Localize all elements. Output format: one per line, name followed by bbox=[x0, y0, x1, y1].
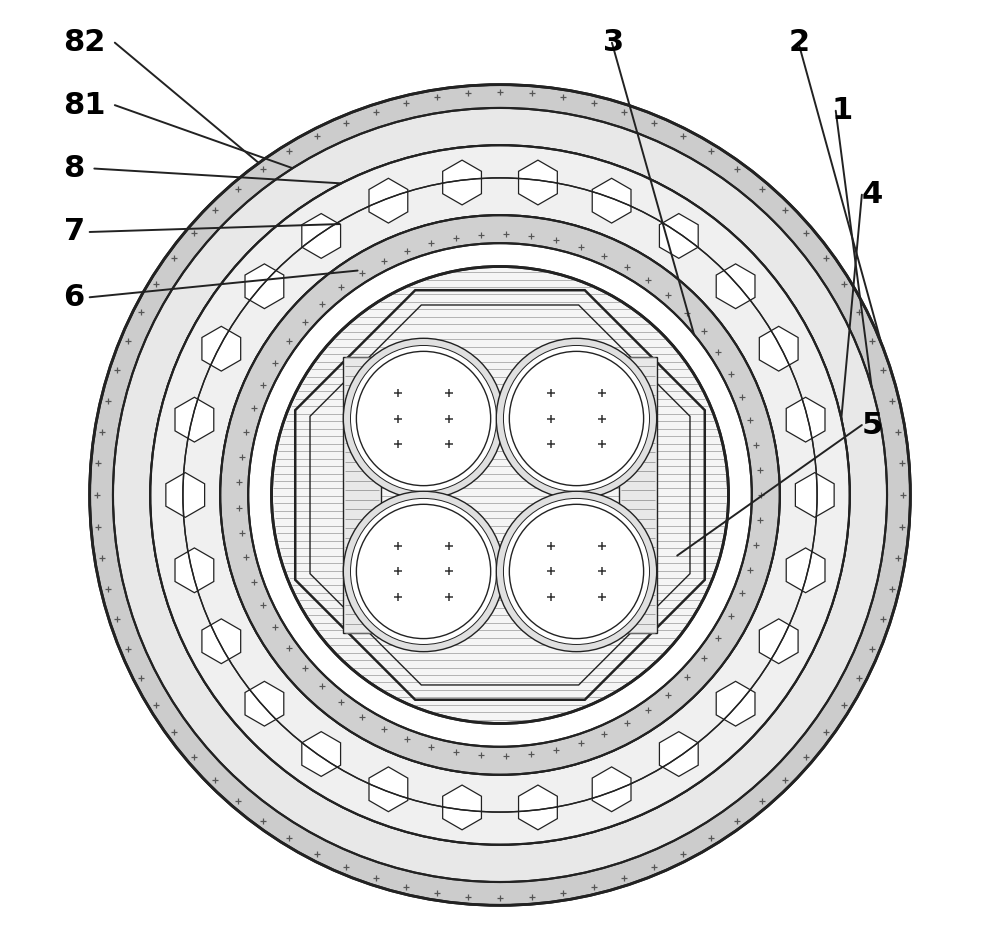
Circle shape bbox=[503, 499, 649, 644]
Polygon shape bbox=[659, 731, 698, 776]
Text: 2: 2 bbox=[789, 28, 810, 57]
Polygon shape bbox=[592, 767, 631, 812]
Circle shape bbox=[496, 491, 657, 652]
Polygon shape bbox=[245, 264, 284, 308]
Polygon shape bbox=[786, 548, 825, 593]
Text: 81: 81 bbox=[64, 91, 106, 120]
Circle shape bbox=[351, 499, 497, 644]
Circle shape bbox=[248, 243, 752, 747]
Polygon shape bbox=[245, 681, 284, 726]
Polygon shape bbox=[795, 473, 834, 517]
Circle shape bbox=[509, 504, 644, 639]
Polygon shape bbox=[659, 214, 698, 259]
Circle shape bbox=[113, 108, 887, 882]
Text: 8: 8 bbox=[64, 154, 85, 183]
Polygon shape bbox=[519, 785, 557, 829]
Polygon shape bbox=[716, 681, 755, 726]
Polygon shape bbox=[619, 357, 657, 633]
Text: 7: 7 bbox=[64, 218, 85, 247]
Polygon shape bbox=[175, 397, 214, 442]
Circle shape bbox=[343, 491, 504, 652]
Circle shape bbox=[496, 338, 657, 499]
Polygon shape bbox=[369, 767, 408, 812]
Circle shape bbox=[150, 146, 850, 844]
Polygon shape bbox=[443, 160, 481, 205]
Circle shape bbox=[356, 351, 491, 486]
Polygon shape bbox=[166, 473, 205, 517]
Polygon shape bbox=[369, 178, 408, 223]
Text: 4: 4 bbox=[862, 180, 883, 209]
Circle shape bbox=[351, 346, 497, 491]
Polygon shape bbox=[759, 326, 798, 371]
Text: 82: 82 bbox=[64, 28, 106, 57]
Polygon shape bbox=[302, 731, 341, 776]
Circle shape bbox=[343, 338, 504, 499]
Polygon shape bbox=[716, 264, 755, 308]
Polygon shape bbox=[786, 397, 825, 442]
Polygon shape bbox=[759, 619, 798, 664]
Circle shape bbox=[356, 504, 491, 639]
Circle shape bbox=[90, 85, 910, 905]
Polygon shape bbox=[302, 214, 341, 259]
Polygon shape bbox=[519, 160, 557, 205]
Polygon shape bbox=[343, 357, 381, 633]
Text: 5: 5 bbox=[862, 411, 883, 440]
Text: 6: 6 bbox=[64, 283, 85, 312]
Circle shape bbox=[509, 351, 644, 486]
Circle shape bbox=[220, 215, 780, 775]
Polygon shape bbox=[175, 548, 214, 593]
Polygon shape bbox=[443, 785, 481, 829]
Circle shape bbox=[150, 146, 850, 844]
Text: 3: 3 bbox=[603, 28, 624, 57]
Circle shape bbox=[150, 146, 850, 844]
Circle shape bbox=[220, 215, 780, 775]
Text: 1: 1 bbox=[831, 96, 852, 125]
Polygon shape bbox=[202, 326, 241, 371]
Circle shape bbox=[272, 266, 728, 724]
Circle shape bbox=[503, 346, 649, 491]
Polygon shape bbox=[202, 619, 241, 664]
Polygon shape bbox=[592, 178, 631, 223]
